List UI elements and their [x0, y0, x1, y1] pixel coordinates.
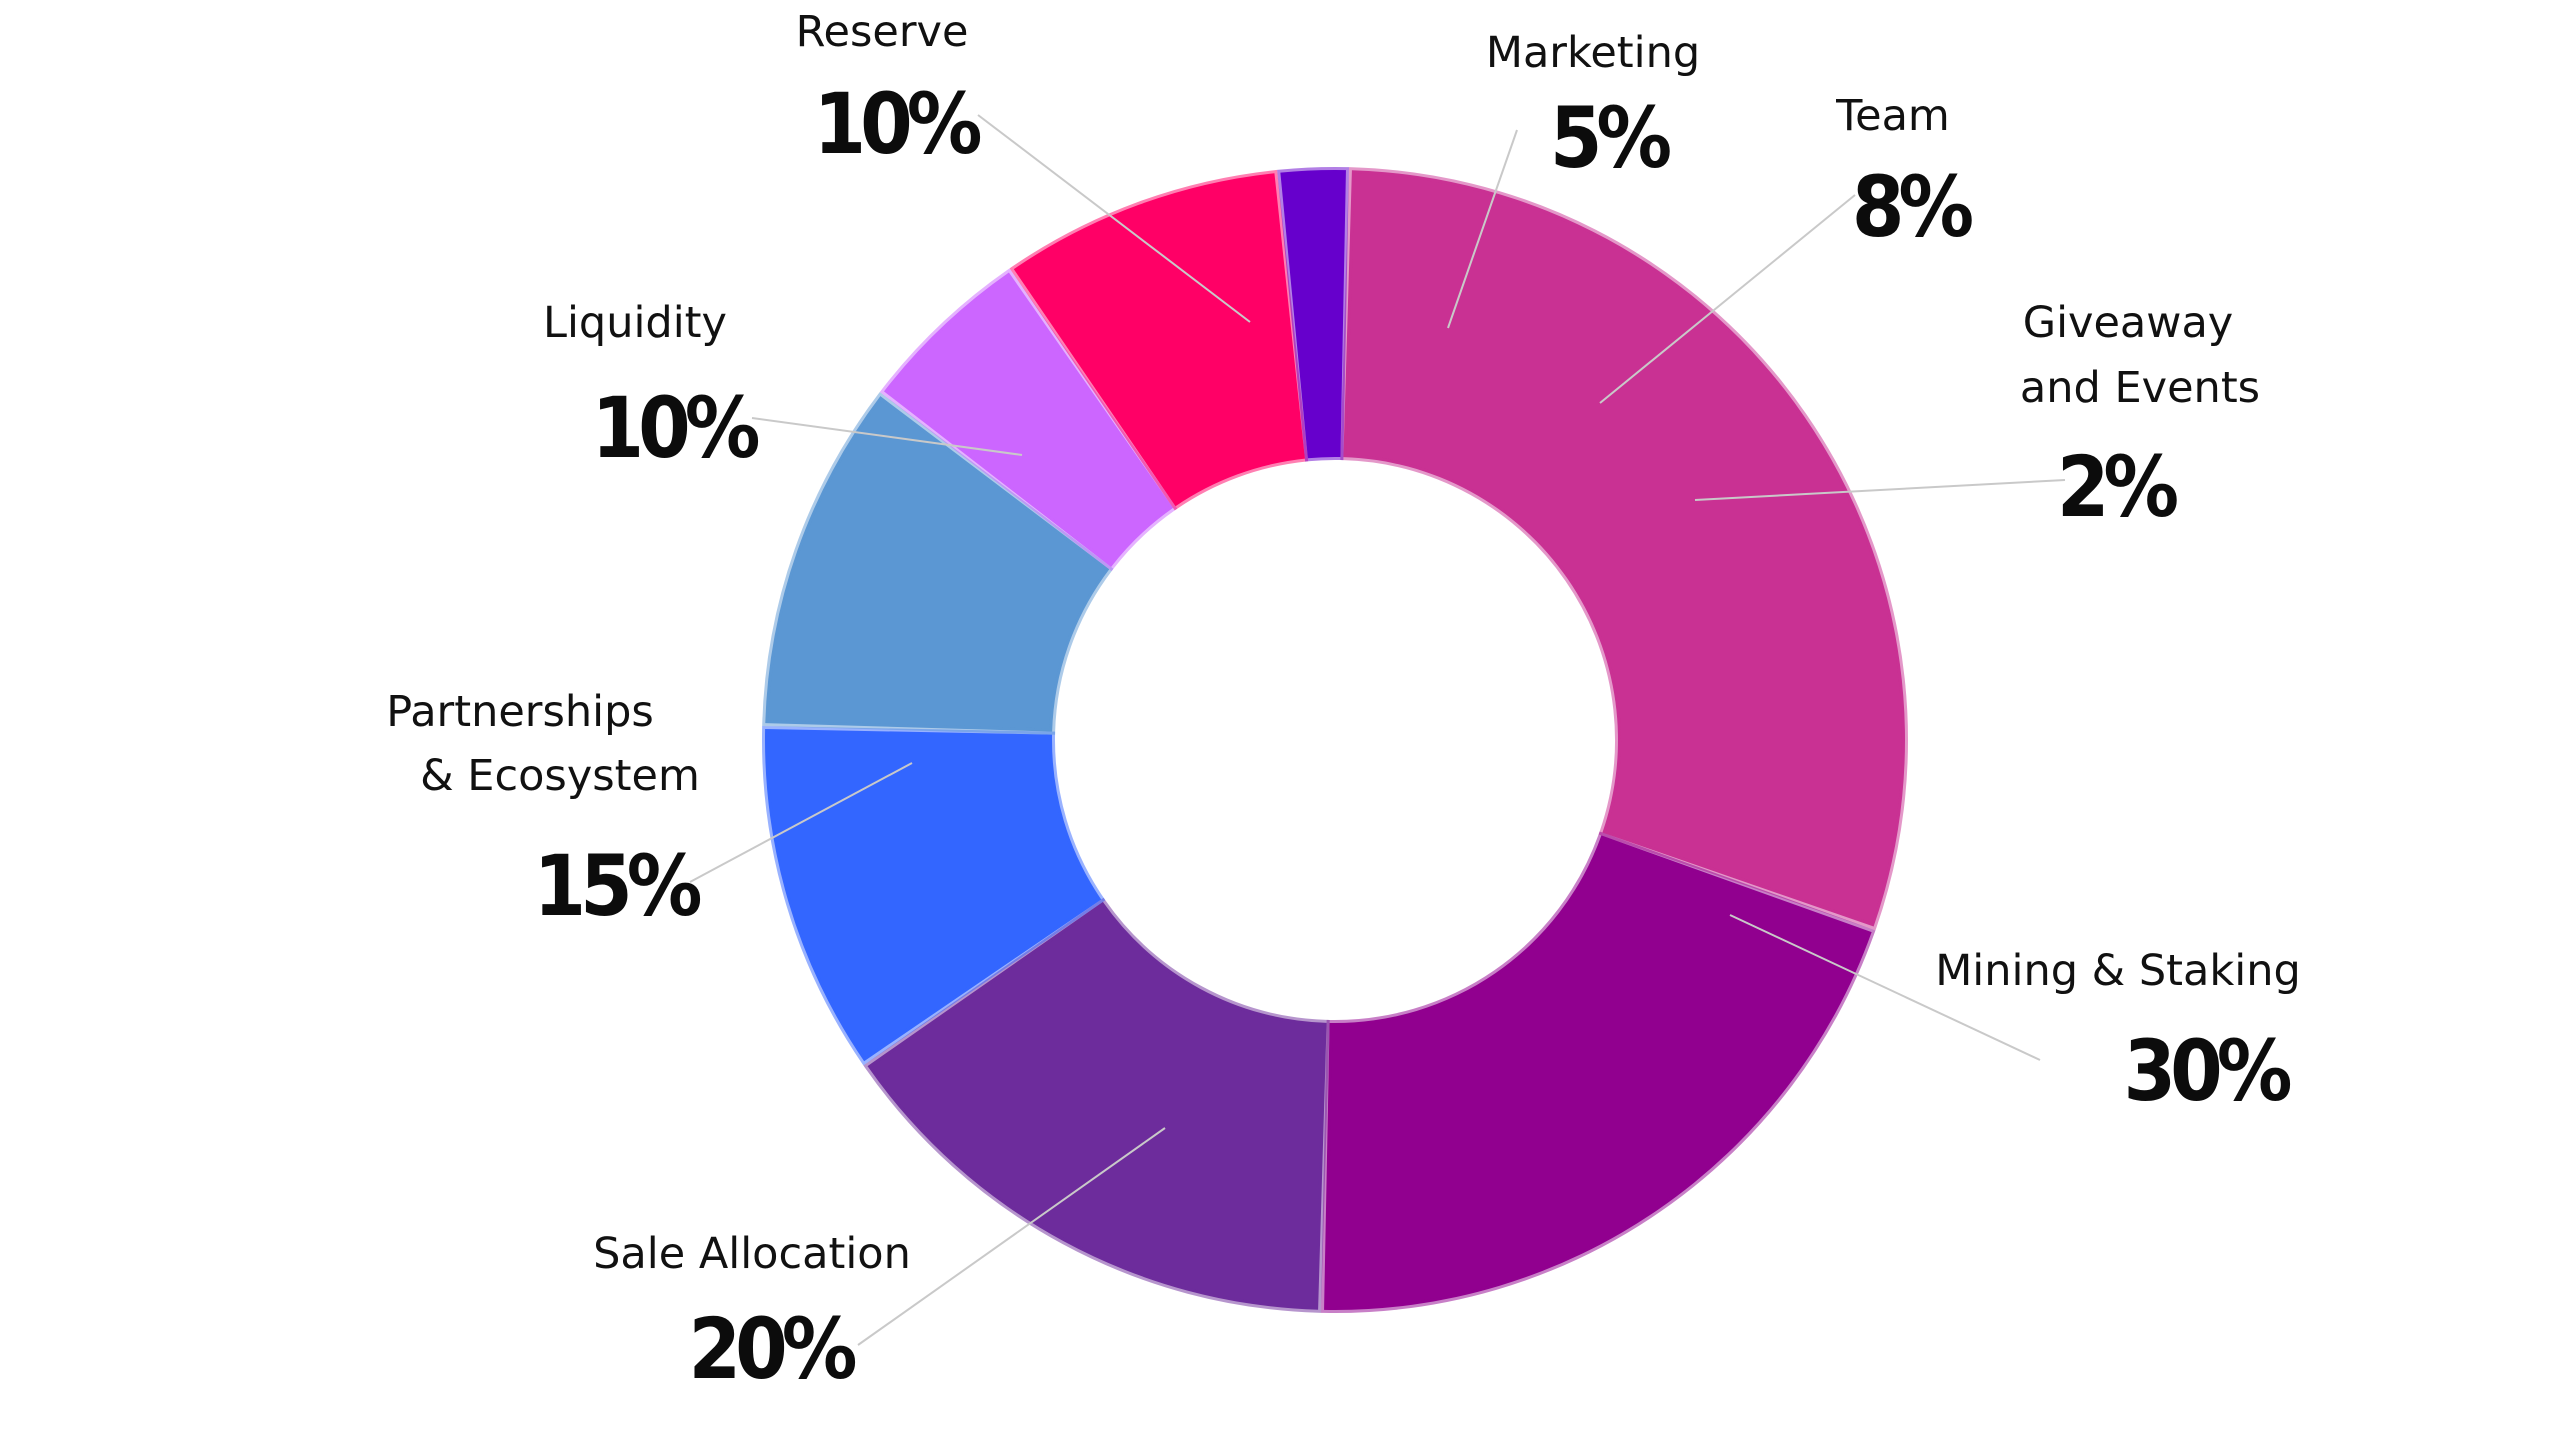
slice-label: & Ecosystem	[420, 751, 700, 801]
slice-value-label: 10%	[814, 75, 981, 173]
leader-line	[689, 762, 913, 883]
slice-mining-staking	[1340, 167, 1908, 931]
slice-value-label: 30%	[2124, 1022, 2291, 1120]
slice-label: Team	[1835, 91, 1950, 141]
slices-group	[762, 167, 1908, 1313]
slice-liquidity	[762, 725, 1106, 1066]
slice-label: Giveaway	[2023, 298, 2234, 348]
leader-lines-group	[689, 114, 2066, 1346]
leader-line	[751, 417, 1023, 456]
slice-value-label: 2%	[2057, 438, 2178, 536]
slice-partnerships-ecosystem	[863, 897, 1330, 1313]
slice-label: Marketing	[1486, 28, 1700, 78]
labels-group: Mining & Staking 30% Sale Allocation 20% Par…	[386, 7, 2301, 1398]
slice-value-label: 15%	[534, 837, 701, 935]
slice-label: Partnerships	[386, 687, 654, 737]
slice-value-label: 8%	[1852, 158, 1973, 256]
slice-sale-allocation	[1321, 831, 1876, 1313]
leader-line	[1694, 479, 2066, 501]
slice-label: and Events	[2020, 363, 2260, 413]
leader-line	[1729, 914, 2041, 1061]
slice-label: Reserve	[796, 7, 969, 57]
slice-label: Mining & Staking	[1935, 946, 2301, 996]
leader-line	[857, 1127, 1166, 1346]
slice-value-label: 10%	[592, 379, 759, 477]
slice-label: Liquidity	[543, 298, 727, 348]
leader-line	[1447, 129, 1518, 329]
slice-value-label: 5%	[1550, 89, 1671, 187]
slice-value-label: 20%	[689, 1300, 856, 1398]
leader-line	[1599, 194, 1856, 404]
slice-label: Sale Allocation	[593, 1229, 911, 1279]
slice-giveaway-and-events	[1277, 167, 1349, 462]
slice-reserve	[762, 391, 1114, 735]
leader-line	[977, 114, 1251, 323]
slice-marketing	[879, 268, 1178, 572]
slice-team	[1009, 169, 1309, 511]
